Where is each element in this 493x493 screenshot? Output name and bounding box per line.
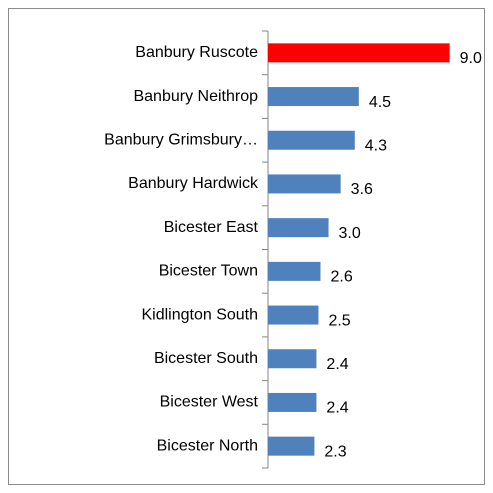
bar (268, 130, 355, 150)
category-label: Bicester Town (159, 263, 258, 280)
category-label: Bicester East (164, 219, 259, 236)
bar (268, 349, 317, 369)
category-label: Bicester West (160, 394, 259, 411)
value-label: 2.3 (324, 443, 346, 460)
value-label: 9.0 (460, 50, 482, 67)
bar (268, 43, 450, 63)
category-label: Banbury Neithrop (133, 88, 258, 105)
value-label: 3.6 (351, 181, 373, 198)
bar (268, 305, 319, 325)
value-label: 2.5 (328, 312, 350, 329)
category-label: Kidlington South (141, 306, 258, 323)
value-label: 4.5 (369, 94, 391, 111)
value-label: 2.4 (326, 400, 348, 417)
bar (268, 87, 359, 107)
category-label: Banbury Ruscote (135, 44, 258, 61)
category-label: Banbury Grimsbury… (104, 131, 258, 148)
bar (268, 392, 317, 412)
bar (268, 261, 321, 281)
bar (268, 218, 329, 238)
value-label: 2.6 (330, 269, 352, 286)
bar (268, 174, 341, 194)
value-label: 2.4 (326, 356, 348, 373)
category-label: Bicester North (157, 437, 258, 454)
category-label: Banbury Hardwick (128, 175, 259, 192)
value-label: 3.0 (339, 225, 361, 242)
bar (268, 436, 315, 456)
category-label: Bicester South (154, 350, 258, 367)
chart-border (8, 8, 485, 485)
value-label: 4.3 (365, 137, 387, 154)
